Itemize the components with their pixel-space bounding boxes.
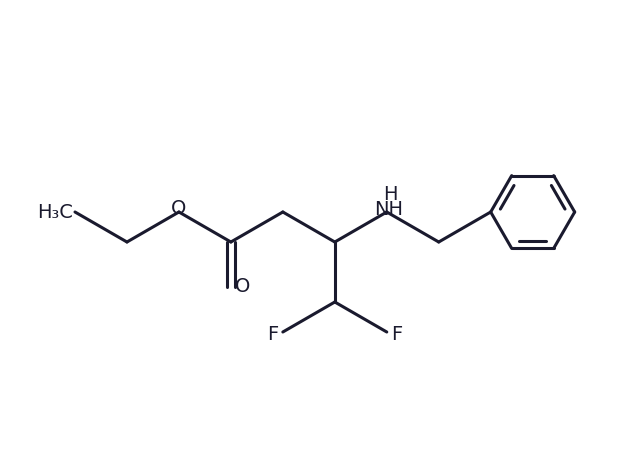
Text: NH: NH bbox=[374, 199, 403, 219]
Text: F: F bbox=[268, 324, 279, 344]
Text: O: O bbox=[172, 198, 187, 218]
Text: F: F bbox=[391, 324, 402, 344]
Text: O: O bbox=[235, 277, 251, 297]
Text: H₃C: H₃C bbox=[37, 203, 73, 221]
Text: H: H bbox=[383, 185, 398, 204]
